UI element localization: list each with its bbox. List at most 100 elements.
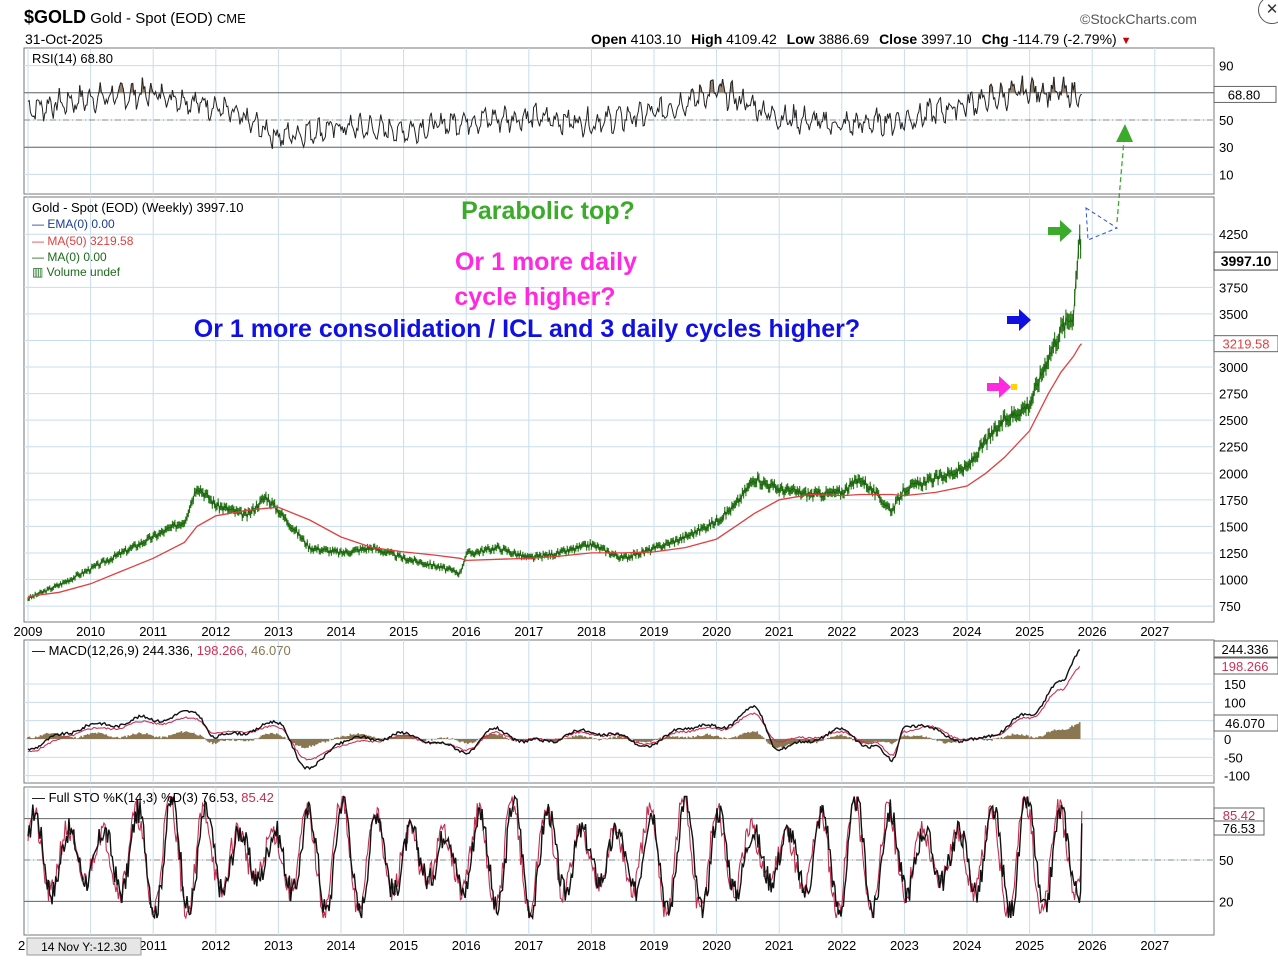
price-y-tick: 750 [1219,599,1241,614]
sto-k-line [27,794,1083,921]
rsi-y-tick: 10 [1219,167,1233,182]
x-tick-label-bottom: 2011 [139,938,167,953]
close-icon[interactable]: ✕ [1258,0,1278,24]
sto-legend-part: — Full STO %K(14,3) %D(3) [32,790,202,805]
x-tick-label: 2026 [1078,624,1107,639]
rsi-y-tick: 50 [1219,113,1233,128]
rsi-y-tick: 90 [1219,59,1233,74]
rsi-line [27,75,1083,149]
x-tick-label: 2021 [765,624,794,639]
x-tick-label: 2016 [452,624,481,639]
chg-value: -114.79 (-2.79%) [1012,31,1117,47]
price-y-tick: 2250 [1219,440,1248,455]
annotation-consolidation: Or 1 more consolidation / ICL and 3 dail… [194,315,860,343]
rsi-value-badge: 68.80 [1228,87,1261,102]
price-y-tick: 3750 [1219,280,1248,295]
x-tick-label-bottom: 2024 [953,938,982,953]
down-arrow-icon: ▼ [1120,35,1132,47]
macd-badge: 244.336 [1222,642,1269,657]
price-y-tick: 1000 [1219,573,1248,588]
high-label: High [691,31,723,47]
high-value: 4109.42 [726,31,777,47]
macd-badge: 198.266 [1222,659,1269,674]
macd-legend-part: 198.266, [197,643,251,658]
x-tick-label: 2018 [577,624,606,639]
x-tick-label: 2014 [327,624,356,639]
price-y-tick: 3000 [1219,360,1248,375]
chg-label: Chg [981,31,1009,47]
dashed-triangle [1085,207,1119,241]
copyright-icon: © [1080,11,1091,27]
close-value: 3997.10 [921,31,972,47]
sto-badge: 76.53 [1223,821,1256,836]
rsi-panel-frame [23,47,1215,195]
brand-watermark: ©StockCharts.com [1080,11,1197,27]
x-tick-label-bottom: 2015 [389,938,418,953]
x-tick-label-bottom: 2014 [327,938,356,953]
annotation-one-more-daily: Or 1 more daily [455,248,637,276]
ma-badge-box [1213,335,1278,353]
price-y-tick: 2750 [1219,387,1248,402]
macd-y-tick: -50 [1224,750,1243,765]
price-badge: 3997.10 [1221,253,1272,269]
macd-legend: — MACD(12,26,9) 244.336, 198.266, 46.070 [32,643,291,658]
macd-y-tick: 0 [1224,732,1231,747]
chart-marks [24,75,1214,921]
macd-legend-part: 244.336, [143,643,197,658]
x-tick-label: 2024 [953,624,982,639]
macd-y-tick: -100 [1224,769,1250,784]
x-tick-label: 2019 [640,624,669,639]
open-label: Open [591,31,627,47]
price-y-tick: 1500 [1219,519,1248,534]
x-tick-label-bottom: 2023 [890,938,919,953]
macd-legend-part: 46.070 [251,643,291,658]
open-value: 4103.10 [630,31,682,47]
x-tick-label: 2025 [1015,624,1044,639]
ohlc-readout: Open 4103.10 High 4109.42 Low 3886.69 Cl… [591,31,1131,47]
price-y-tick: 2000 [1219,466,1248,481]
x-tick-label-bottom: 2022 [827,938,856,953]
green-arrow-icon [1048,220,1072,242]
x-tick-label: 2017 [514,624,543,639]
exchange: CME [216,11,246,26]
x-tick-label: 2022 [827,624,856,639]
x-tick-label-bottom: 2013 [264,938,293,953]
sto-y-tick: 20 [1219,894,1233,909]
x-tick-label: 2012 [201,624,230,639]
price-y-tick: 1750 [1219,493,1248,508]
x-tick-label: 2020 [702,624,731,639]
x-tick-label: 2027 [1140,624,1169,639]
legend-ma50: — MA(50) 3219.58 [32,234,134,248]
close-label: Close [879,31,918,47]
annotation-parabolic-top: Parabolic top? [461,197,635,225]
price-y-tick: 3500 [1219,307,1248,322]
rsi-value-badge-box [1213,85,1277,103]
x-tick-label: 2013 [264,624,293,639]
price-y-tick: 1250 [1219,546,1248,561]
legend-ma0: — MA(0) 0.00 [32,250,107,264]
header-title: $GOLD Gold - Spot (EOD) CME [24,7,246,28]
price-legend-title: Gold - Spot (EOD) (Weekly) 3997.10 [32,200,243,215]
magenta-arrow-icon [987,376,1011,398]
price-y-tick: 2500 [1219,413,1248,428]
rsi-y-tick: 30 [1219,140,1233,155]
ma50-line [27,343,1083,598]
projection-line [1116,139,1125,223]
brand-name: StockCharts.com [1090,11,1197,27]
x-tick-label-bottom: 2021 [765,938,794,953]
macd-badge-box [1213,640,1278,658]
chart-labels: 2009 2010 20112011201220122013201320142014… [14,51,1278,956]
rsi-legend: RSI(14) 68.80 [32,51,113,66]
macd-legend-part: — MACD(12,26,9) [32,643,143,658]
macd-badge-box [1213,714,1278,732]
low-value: 3886.69 [818,31,870,47]
crosshair-tooltip-box [26,937,142,956]
macd-badge-box [1213,657,1278,675]
sto-badge: 85.42 [1223,808,1256,823]
ma-badge: 3219.58 [1223,337,1270,352]
price-badge-box [1213,251,1278,271]
x-tick-label-bottom: 2019 [640,938,669,953]
x-tick-label-bottom: 2025 [1015,938,1044,953]
